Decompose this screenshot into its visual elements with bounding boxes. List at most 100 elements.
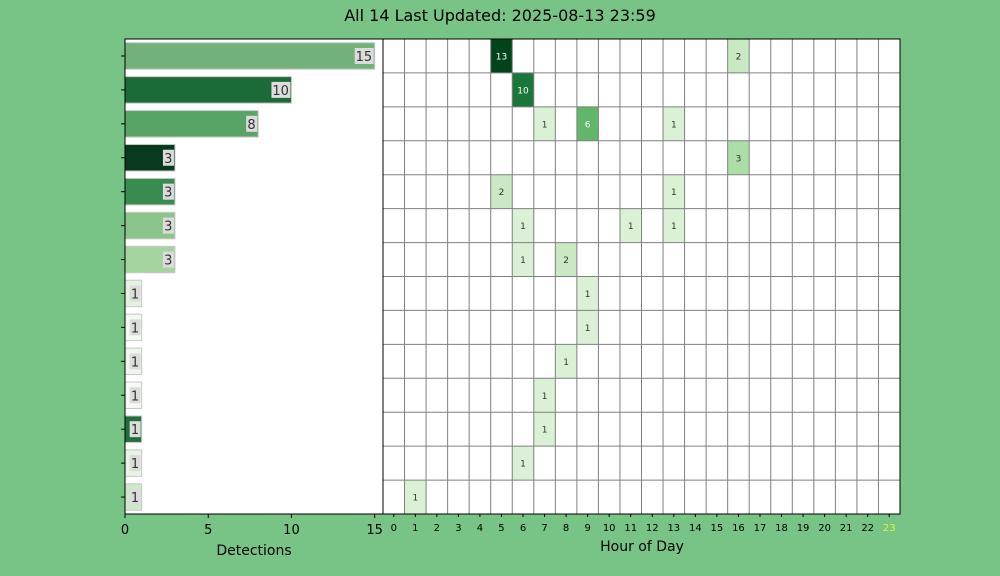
bar-data-label-bg [129, 285, 141, 302]
heatmap-cell-label: 2 [499, 188, 505, 198]
heatmap-cell-label: 1 [671, 222, 677, 232]
heatmap-x-tick-label: 14 [689, 523, 702, 534]
bar-data-label: 1 [131, 457, 139, 472]
heatmap-x-tick-label: 22 [861, 523, 874, 534]
heatmap-cell-label: 2 [736, 52, 742, 62]
heatmap-cell-label: 1 [542, 120, 548, 130]
heatmap-x-tick-label: 13 [667, 523, 680, 534]
bar-data-label-bg [271, 81, 291, 98]
bar-data-label: 3 [164, 220, 172, 235]
heatmap-x-tick-label: 15 [711, 523, 724, 534]
bar-data-label: 3 [164, 186, 172, 201]
bar-data-label: 10 [272, 84, 289, 99]
bar-data-label-bg [129, 353, 141, 370]
bar-data-label-bg [129, 319, 141, 336]
bar-data-label-bg [246, 115, 258, 132]
heatmap-cell [576, 310, 599, 345]
bar-data-label-bg [162, 217, 174, 234]
heatmap-cell-label: 1 [671, 188, 677, 198]
heatmap-x-tick-label: 17 [754, 523, 767, 534]
heatmap-x-tick-label: 5 [498, 523, 504, 534]
bar-x-tick-label: 5 [204, 523, 212, 538]
heatmap-x-tick-label: 10 [603, 523, 616, 534]
heatmap-x-tick-label: 19 [797, 523, 810, 534]
bar-data-label: 8 [247, 118, 255, 133]
heatmap-cell-label: 2 [563, 256, 569, 266]
bar-data-label: 1 [131, 423, 139, 438]
heatmap-cell [727, 39, 750, 73]
heatmap-cell-label: 10 [517, 86, 529, 96]
heatmap-x-tick-label: 7 [541, 523, 547, 534]
heatmap-cell [490, 39, 513, 73]
heatmap-cell [619, 208, 642, 243]
heatmap-cell-label: 1 [412, 494, 418, 504]
heatmap-x-tick-label: 11 [624, 523, 637, 534]
heatmap-x-tick-label: 20 [818, 523, 831, 534]
heatmap-x-tick-label: 23 [883, 523, 896, 534]
heatmap-cell-label: 1 [542, 426, 548, 436]
heatmap-x-axis-label: Hour of Day [600, 539, 684, 555]
heatmap-x-tick-label: 6 [520, 523, 526, 534]
chart-title: All 14 Last Updated: 2025-08-13 23:59 [344, 6, 656, 25]
heatmap-cell-label: 1 [585, 324, 591, 334]
heatmap-x-tick-label: 8 [563, 523, 569, 534]
heatmap-cell-label: 1 [520, 256, 526, 266]
heatmap-cell-label: 1 [542, 392, 548, 402]
heatmap-cell-label: 1 [628, 222, 634, 232]
bar-x-tick-label: 15 [366, 523, 383, 538]
heatmap-x-tick-label: 3 [455, 523, 461, 534]
heatmap-cell [533, 106, 556, 141]
heatmap-cell-label: 1 [520, 460, 526, 470]
heatmap-cell [576, 106, 599, 141]
bar-data-label-bg [162, 149, 174, 166]
heatmap-x-tick-label: 2 [434, 523, 440, 534]
heatmap-cell [512, 208, 534, 243]
heatmap-cell [555, 344, 577, 379]
bar-data-label-bg [129, 489, 141, 506]
bar-x-axis-label: Detections [216, 543, 291, 559]
bar-data-label: 3 [164, 152, 172, 167]
bar-data-label-bg [162, 183, 174, 200]
bar-data-label: 1 [131, 287, 139, 302]
heatmap-x-tick-label: 1 [412, 523, 418, 534]
heatmap-cell [576, 276, 599, 311]
heatmap-x-tick-label: 0 [391, 523, 397, 534]
heatmap-cell-label: 1 [671, 120, 677, 130]
bar [124, 110, 259, 138]
bar-data-label-bg [129, 421, 141, 438]
heatmap-x-tick-label: 18 [775, 523, 788, 534]
heatmap-cell [533, 412, 556, 447]
heatmap-cell-label: 1 [563, 358, 569, 368]
heatmap-cell [512, 72, 534, 107]
heatmap-cell [512, 242, 534, 277]
heatmap-x-tick-label: 16 [732, 523, 745, 534]
heatmap-cell [404, 480, 427, 514]
heatmap-cell [663, 106, 685, 141]
bar [124, 42, 376, 70]
bar-x-tick-label: 0 [121, 523, 129, 538]
heatmap-cell [663, 208, 685, 243]
bar-data-label: 1 [131, 389, 139, 404]
heatmap-x-tick-label: 4 [477, 523, 483, 534]
heatmap-cell-label: 3 [736, 154, 742, 164]
bar-data-label: 1 [131, 491, 139, 506]
bar-data-label-bg [129, 455, 141, 472]
heatmap-x-tick-label: 21 [840, 523, 853, 534]
heatmap-cell-label: 13 [496, 52, 507, 62]
bar-x-tick-label: 10 [283, 523, 300, 538]
heatmap-cell [663, 174, 685, 209]
heatmap-cell [490, 174, 513, 209]
heatmap-x-tick-label: 9 [584, 523, 590, 534]
bar-data-label: 1 [131, 321, 139, 336]
heatmap-cell [727, 140, 750, 175]
heatmap-frame [382, 38, 901, 515]
bar-data-label: 3 [164, 254, 172, 269]
bar-data-label-bg [354, 47, 374, 64]
bar-data-label-bg [162, 251, 174, 268]
heatmap-cell-label: 6 [585, 120, 591, 130]
heatmap-x-tick-label: 12 [646, 523, 659, 534]
